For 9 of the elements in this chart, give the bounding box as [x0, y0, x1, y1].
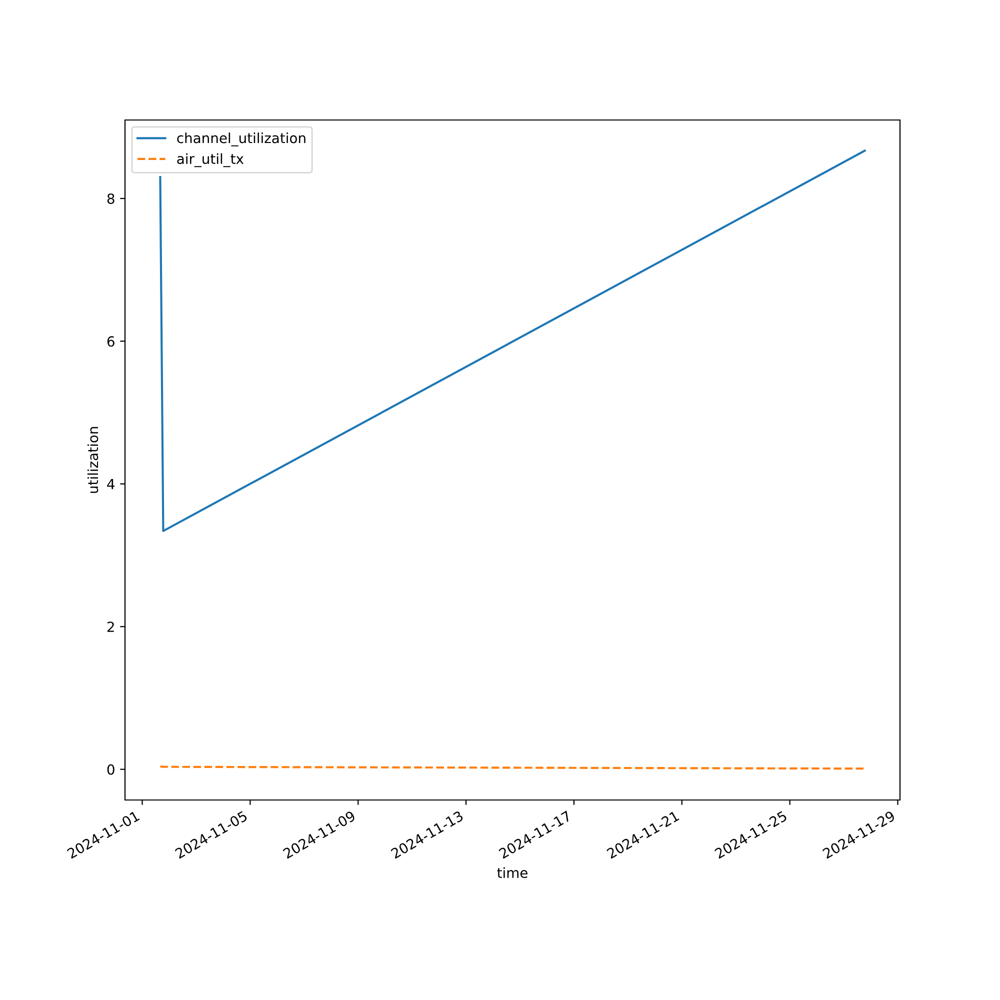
y-tick-label: 4: [107, 479, 114, 490]
legend-label: air_util_tx: [177, 153, 244, 168]
y-axis-title: utilization: [87, 427, 98, 493]
y-tick-label: 2: [107, 622, 114, 632]
y-tick-label: 6: [107, 336, 114, 347]
x-axis-title: time: [497, 867, 528, 878]
y-tick-label: 8: [107, 193, 114, 204]
legend-label: channel_utilization: [177, 132, 306, 146]
y-tick-label: 0: [107, 764, 114, 775]
